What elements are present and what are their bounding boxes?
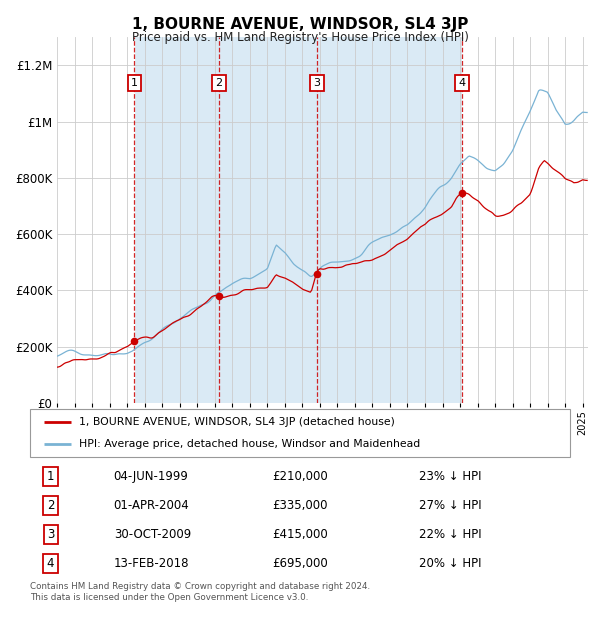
- Text: This data is licensed under the Open Government Licence v3.0.: This data is licensed under the Open Gov…: [30, 593, 308, 601]
- Text: 2: 2: [215, 78, 223, 88]
- Bar: [219, 37, 317, 403]
- Text: 2: 2: [47, 499, 54, 512]
- Bar: [57, 37, 134, 403]
- Text: HPI: Average price, detached house, Windsor and Maidenhead: HPI: Average price, detached house, Wind…: [79, 439, 420, 449]
- Text: 30-OCT-2009: 30-OCT-2009: [114, 528, 191, 541]
- Text: 1, BOURNE AVENUE, WINDSOR, SL4 3JP (detached house): 1, BOURNE AVENUE, WINDSOR, SL4 3JP (deta…: [79, 417, 394, 427]
- Bar: [317, 37, 462, 403]
- Text: 13-FEB-2018: 13-FEB-2018: [114, 557, 189, 570]
- Text: Price paid vs. HM Land Registry's House Price Index (HPI): Price paid vs. HM Land Registry's House …: [131, 31, 469, 44]
- Text: 1: 1: [47, 470, 54, 483]
- Text: £415,000: £415,000: [272, 528, 328, 541]
- Text: Contains HM Land Registry data © Crown copyright and database right 2024.: Contains HM Land Registry data © Crown c…: [30, 582, 370, 591]
- Text: 22% ↓ HPI: 22% ↓ HPI: [419, 528, 481, 541]
- Text: 3: 3: [47, 528, 54, 541]
- Text: 4: 4: [47, 557, 54, 570]
- Text: £210,000: £210,000: [272, 470, 328, 483]
- Text: 04-JUN-1999: 04-JUN-1999: [114, 470, 188, 483]
- Text: £695,000: £695,000: [272, 557, 328, 570]
- Bar: [462, 37, 588, 403]
- Text: 3: 3: [313, 78, 320, 88]
- Bar: [134, 37, 219, 403]
- Text: 23% ↓ HPI: 23% ↓ HPI: [419, 470, 481, 483]
- Text: 27% ↓ HPI: 27% ↓ HPI: [419, 499, 481, 512]
- Text: £335,000: £335,000: [272, 499, 328, 512]
- Text: 01-APR-2004: 01-APR-2004: [114, 499, 190, 512]
- Text: 1: 1: [131, 78, 138, 88]
- Text: 4: 4: [458, 78, 466, 88]
- Text: 1, BOURNE AVENUE, WINDSOR, SL4 3JP: 1, BOURNE AVENUE, WINDSOR, SL4 3JP: [132, 17, 468, 32]
- Text: 20% ↓ HPI: 20% ↓ HPI: [419, 557, 481, 570]
